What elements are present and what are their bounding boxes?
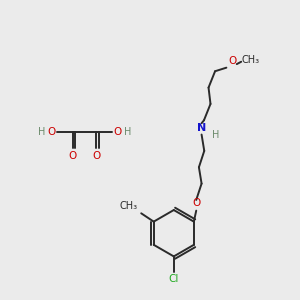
Text: O: O (229, 56, 237, 66)
Text: O: O (92, 151, 101, 160)
Text: H: H (124, 127, 131, 137)
Text: N: N (197, 123, 206, 134)
Text: O: O (69, 151, 77, 160)
Text: O: O (47, 127, 56, 137)
Text: H: H (212, 130, 219, 140)
Text: O: O (114, 127, 122, 137)
Text: O: O (192, 198, 200, 208)
Text: CH₃: CH₃ (119, 201, 138, 211)
Text: Cl: Cl (169, 274, 179, 284)
Text: H: H (38, 127, 45, 137)
Text: CH₃: CH₃ (242, 55, 260, 65)
